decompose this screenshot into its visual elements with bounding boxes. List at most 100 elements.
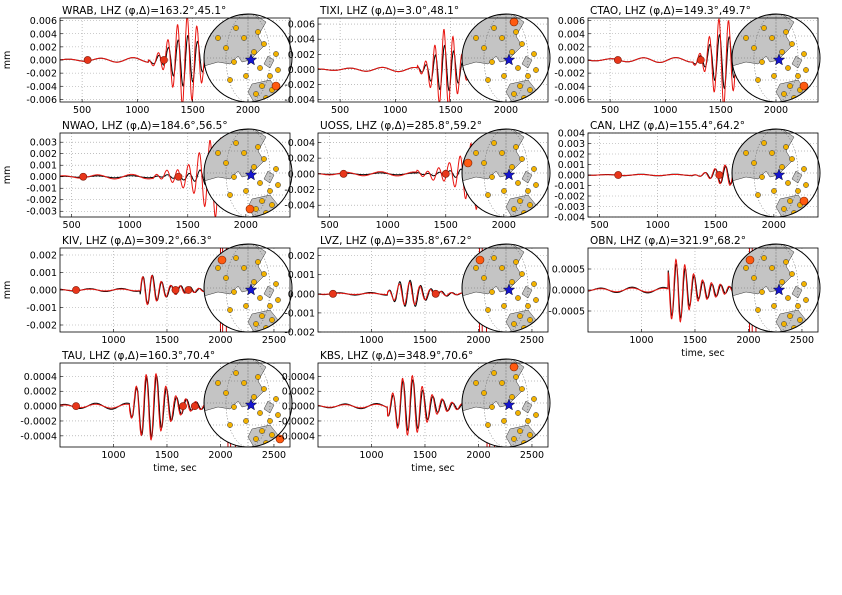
y-tick-label: -0.002 <box>26 321 57 332</box>
station-site-marker <box>485 77 491 83</box>
panel-title: KIV, LHZ (φ,Δ)=309.2°,66.3° <box>62 235 212 247</box>
station-site-marker <box>481 390 487 396</box>
x-tick-label: 2000 <box>234 220 258 231</box>
station-site-marker <box>759 174 765 180</box>
y-tick-label: 0.004 <box>288 138 315 149</box>
x-tick-label: 1500 <box>155 450 179 461</box>
x-tick-label: 1000 <box>383 105 407 116</box>
y-tick-label: -0.001 <box>26 184 57 195</box>
epicenter-star <box>502 168 516 181</box>
y-tick-label: -0.004 <box>554 82 585 93</box>
station-site-marker <box>789 41 795 47</box>
asia-landmass <box>462 359 525 412</box>
station-site-marker <box>803 182 809 188</box>
station-site-marker <box>255 144 261 150</box>
station-site-marker <box>803 297 809 303</box>
station-site-marker <box>223 390 229 396</box>
station-site-marker <box>751 275 757 281</box>
station-site-marker <box>509 49 515 55</box>
x-tick-label: 500 <box>73 105 91 116</box>
station-site-marker <box>531 396 537 402</box>
inset-globe-map <box>461 128 551 218</box>
station-site-marker <box>771 73 777 79</box>
station-site-marker <box>761 140 767 146</box>
station-site-marker <box>269 432 275 438</box>
y-tick-label: -0.006 <box>554 95 585 106</box>
y-tick-label: 0.000 <box>30 56 57 67</box>
x-tick-label: 1000 <box>653 105 677 116</box>
station-site-marker <box>251 279 257 285</box>
station-site-marker <box>233 255 239 261</box>
phase-marker <box>174 172 183 181</box>
globe-land <box>732 14 820 102</box>
station-site-marker <box>531 166 537 172</box>
y-tick-label: 0.0000 <box>24 402 57 413</box>
x-tick-label: 500 <box>321 220 339 231</box>
station-site-marker <box>215 380 221 386</box>
recording-station-marker <box>217 255 227 265</box>
y-tick-label: 0.000 <box>30 286 57 297</box>
station-site-marker <box>751 160 757 166</box>
panel-nwao: 500 1000 1500 20000.0030.0020.0010.000-0.00… <box>2 120 293 231</box>
station-site-marker <box>491 255 497 261</box>
station-site-marker <box>231 174 237 180</box>
inset-globe-map <box>461 13 551 103</box>
station-site-marker <box>533 297 539 303</box>
station-site-marker <box>251 164 257 170</box>
x-tick-label: 2000 <box>492 220 516 231</box>
phase-marker <box>83 56 92 64</box>
y-tick-label: 0.004 <box>558 29 585 40</box>
panel-title: TIXI, LHZ (φ,Δ)=3.0°,48.1° <box>319 5 459 17</box>
phase-marker <box>696 56 705 64</box>
station-site-marker <box>517 198 523 204</box>
station-site-marker <box>267 188 273 194</box>
station-site-marker <box>499 380 505 386</box>
x-tick-label: 2000 <box>736 335 760 346</box>
asia-landmass <box>732 14 795 67</box>
station-site-marker <box>275 182 281 188</box>
station-site-marker <box>743 150 749 156</box>
station-site-marker <box>515 295 521 301</box>
station-site-marker <box>789 156 795 162</box>
station-site-marker <box>255 374 261 380</box>
phase-marker <box>339 169 348 178</box>
inset-globe-map <box>461 243 551 333</box>
y-tick-label: 0.002 <box>30 42 57 53</box>
x-tick-label: 1500 <box>434 220 458 231</box>
y-tick-label: 0.004 <box>288 35 315 46</box>
station-site-marker <box>261 271 267 277</box>
station-site-marker <box>481 275 487 281</box>
panel-title: UOSS, LHZ (φ,Δ)=285.8°,59.2° <box>320 120 482 132</box>
station-site-marker <box>243 418 249 424</box>
station-site-marker <box>215 35 221 41</box>
x-tick-label: 2500 <box>520 450 544 461</box>
meridian-line <box>753 244 799 332</box>
station-site-marker <box>533 67 539 73</box>
y-tick-label: 0.000 <box>288 289 315 300</box>
phase-marker <box>79 172 88 181</box>
island-landmass <box>263 55 275 69</box>
recording-station-marker <box>275 434 285 444</box>
station-site-marker <box>233 25 239 31</box>
station-site-marker <box>253 91 259 97</box>
x-tick-label: 2000 <box>466 450 490 461</box>
phase-marker <box>614 171 623 179</box>
recording-station-marker <box>475 255 485 265</box>
station-site-marker <box>527 432 533 438</box>
station-site-marker <box>795 73 801 79</box>
station-site-marker <box>251 49 257 55</box>
meridian-line <box>225 129 271 217</box>
station-site-marker <box>267 303 273 309</box>
station-site-marker <box>759 289 765 295</box>
island-landmass <box>791 170 803 184</box>
station-site-marker <box>223 275 229 281</box>
inset-globe-map <box>461 358 551 448</box>
epicenter-star <box>244 398 258 411</box>
panel-kbs: 1000 1500 2000 2500 0.0004 0.0002 0.0000 -0.000… <box>278 350 551 474</box>
x-tick-label: 1000 <box>101 335 125 346</box>
station-site-marker <box>519 386 525 392</box>
station-site-marker <box>489 59 495 65</box>
x-tick-label: 1500 <box>413 335 437 346</box>
station-site-marker <box>769 265 775 271</box>
